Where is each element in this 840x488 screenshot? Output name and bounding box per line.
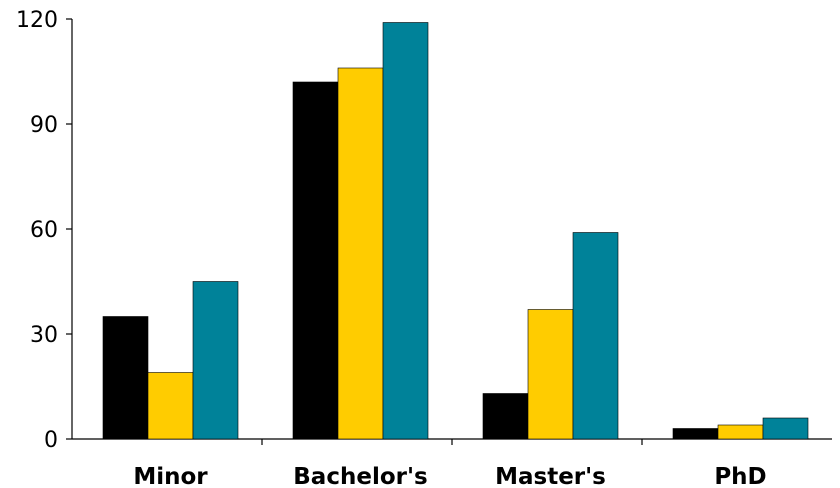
y-tick-label: 60 <box>30 218 58 243</box>
y-axis: 0 30 60 90 120 <box>16 8 73 453</box>
bar <box>337 67 384 440</box>
bar <box>192 281 239 440</box>
y-tick-label: 30 <box>30 323 58 348</box>
x-category-label: Minor <box>133 464 208 488</box>
y-tick-label: 120 <box>16 8 58 33</box>
bar <box>717 424 764 440</box>
x-axis: Minor Bachelor's Master's PhD <box>72 438 832 488</box>
bars <box>102 22 809 440</box>
bar <box>672 428 719 440</box>
bar <box>292 81 339 440</box>
bar <box>382 22 429 440</box>
y-tick-label: 0 <box>44 428 58 453</box>
x-category-label: Bachelor's <box>293 464 427 488</box>
y-tick-label: 90 <box>30 113 58 138</box>
bar <box>102 316 149 440</box>
x-category-label: Master's <box>495 464 606 488</box>
bar <box>147 372 194 440</box>
bar <box>572 232 619 440</box>
bar <box>762 417 809 440</box>
bar <box>527 309 574 440</box>
bar <box>482 393 529 440</box>
x-category-label: PhD <box>714 464 766 488</box>
